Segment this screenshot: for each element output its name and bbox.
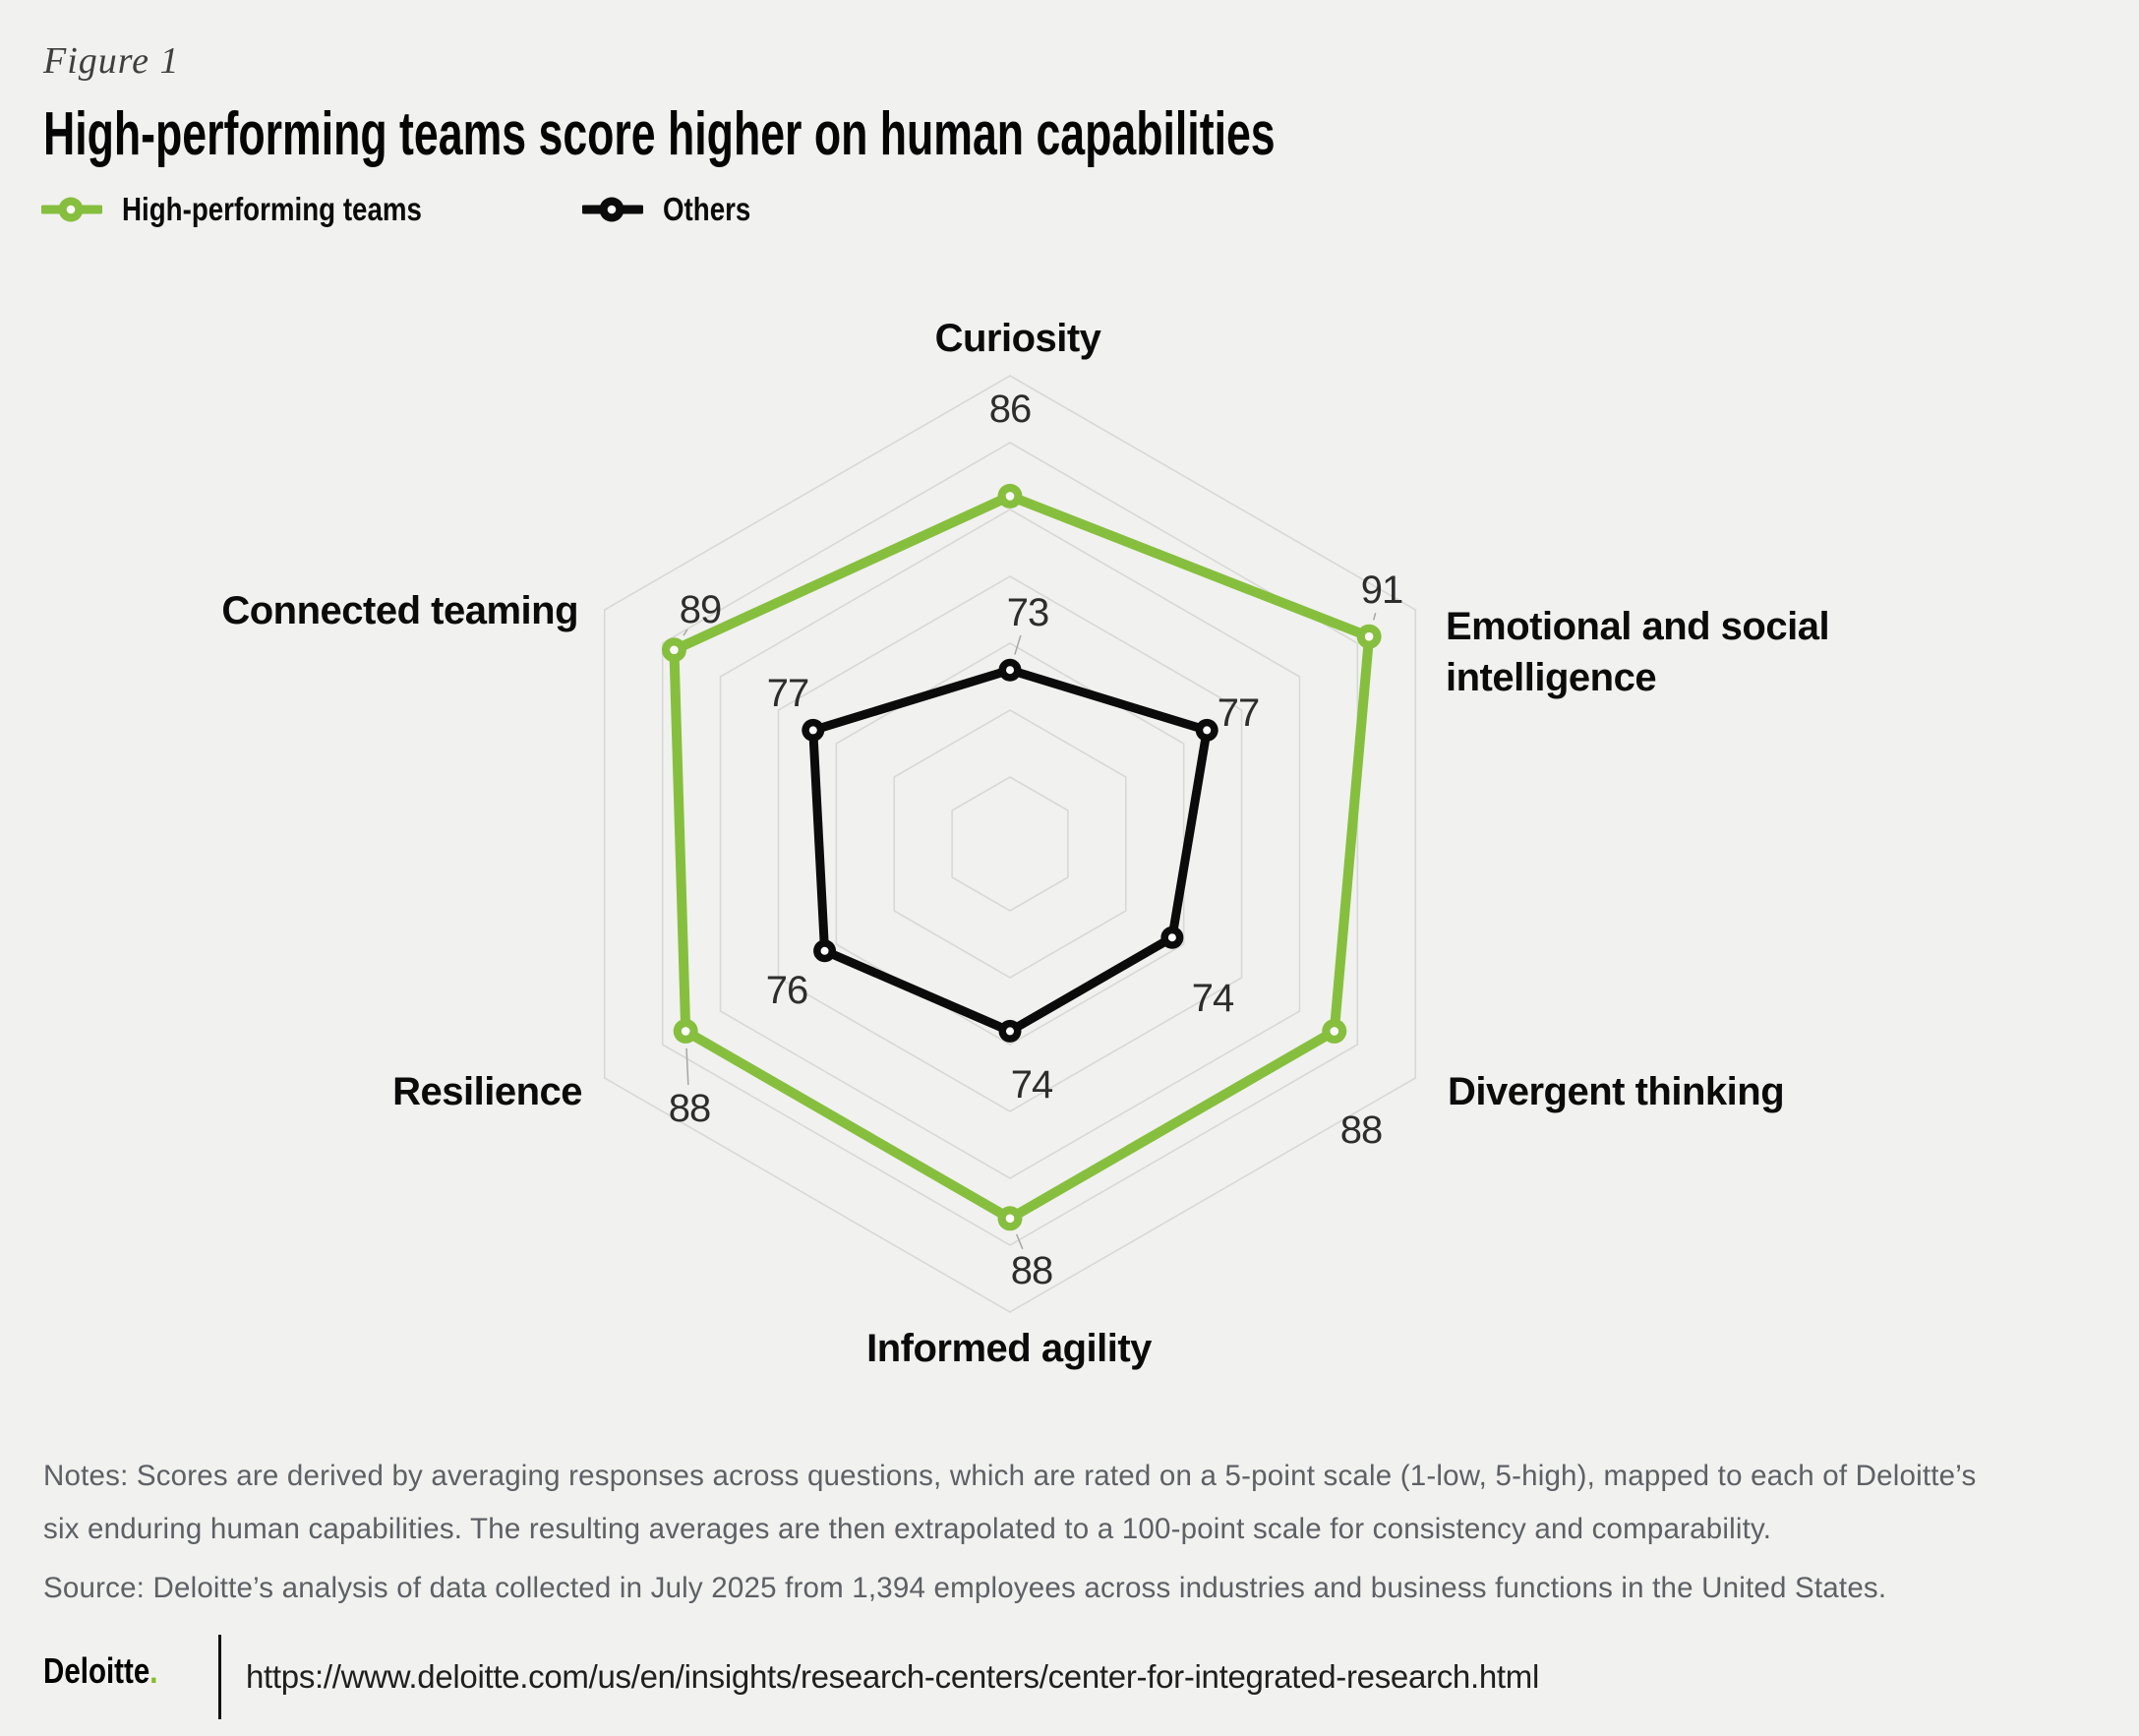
data-point-hole-high-performing-teams-informed-agility — [1005, 1214, 1015, 1224]
legend-swatch-high-performing-teams — [41, 197, 102, 222]
radar-grid-ring-95 — [603, 375, 1417, 1313]
data-point-hole-others-emotional-and-social-intelligence — [1203, 726, 1212, 735]
data-point-hole-high-performing-teams-emotional-and-social-intelligence — [1364, 631, 1374, 641]
radar-grid-ring-80 — [777, 575, 1243, 1112]
radar-grid-ring-75 — [835, 642, 1185, 1046]
data-point-hole-high-performing-teams-curiosity — [1005, 492, 1015, 501]
radar-grid-ring-90 — [661, 442, 1359, 1246]
value-label-others-connected-teaming: 77 — [767, 672, 809, 715]
legend-item-others: Others — [582, 185, 767, 234]
axis-label-divergent-thinking: Divergent thinking — [1448, 1070, 1784, 1113]
chart-notes: Notes: Scores are derived by averaging r… — [43, 1460, 1977, 1545]
chart-source: Source: Deloitte’s analysis of data coll… — [43, 1572, 1887, 1604]
axis-label-curiosity: Curiosity — [935, 317, 1102, 360]
deloitte-logo-text: Deloitte — [43, 1650, 150, 1691]
axis-label-informed-agility: Informed agility — [866, 1327, 1153, 1370]
legend-swatch-others — [582, 197, 643, 222]
data-point-hole-others-connected-teaming — [808, 726, 817, 735]
data-point-hole-high-performing-teams-resilience — [681, 1027, 690, 1036]
value-label-high-performing-teams-emotional-and-social-intelligence: 91 — [1361, 569, 1403, 612]
figure-label: Figure 1 — [43, 40, 180, 82]
data-point-hole-others-divergent-thinking — [1167, 933, 1176, 942]
value-label-others-emotional-and-social-intelligence: 77 — [1218, 691, 1260, 735]
value-label-others-informed-agility: 74 — [1011, 1063, 1053, 1107]
radar-grid-ring-85 — [719, 509, 1301, 1179]
deloitte-logo-dot: . — [149, 1650, 158, 1691]
label-leader-line — [1014, 634, 1022, 655]
value-label-others-resilience: 76 — [766, 969, 808, 1012]
legend-label-high-performing-teams: High-performing teams — [122, 191, 422, 227]
data-point-hole-others-resilience — [820, 946, 829, 955]
radar-grid-ring-70 — [893, 709, 1127, 979]
deloitte-logo: Deloitte. — [43, 1650, 157, 1692]
value-label-high-performing-teams-divergent-thinking: 88 — [1340, 1108, 1383, 1152]
value-label-high-performing-teams-resilience: 88 — [669, 1087, 711, 1130]
footer-divider — [218, 1635, 221, 1719]
axis-label-resilience: Resilience — [392, 1070, 582, 1113]
radar-grid-ring-65 — [951, 776, 1069, 912]
label-leader-line — [683, 629, 688, 636]
figure-title: High-performing teams score higher on hu… — [43, 100, 1276, 168]
value-label-high-performing-teams-informed-agility: 88 — [1011, 1249, 1053, 1292]
value-label-others-divergent-thinking: 74 — [1192, 977, 1234, 1020]
value-label-high-performing-teams-curiosity: 86 — [989, 388, 1032, 431]
value-label-high-performing-teams-connected-teaming: 89 — [680, 588, 722, 631]
data-point-hole-others-curiosity — [1006, 666, 1014, 675]
label-leader-line — [685, 1048, 689, 1086]
value-label-others-curiosity: 73 — [1007, 591, 1049, 634]
data-point-hole-high-performing-teams-connected-teaming — [670, 645, 679, 655]
chart-legend: High-performing teams Others — [0, 185, 2139, 234]
legend-marker-hole — [607, 205, 617, 214]
label-leader-line — [1015, 1233, 1024, 1250]
label-leader-line — [1373, 612, 1377, 621]
legend-marker-hole — [66, 205, 76, 214]
data-point-hole-high-performing-teams-divergent-thinking — [1330, 1027, 1339, 1036]
footer-url-link[interactable]: https://www.deloitte.com/us/en/insights/… — [246, 1658, 1539, 1695]
axis-label-connected-teaming: Connected teaming — [221, 589, 578, 632]
data-point-hole-others-informed-agility — [1006, 1027, 1014, 1036]
axis-label-emotional-and-social-intelligence: Emotional and social intelligence — [1446, 605, 1829, 699]
legend-item-high-performing-teams: High-performing teams — [41, 185, 479, 234]
legend-label-others: Others — [663, 191, 751, 227]
